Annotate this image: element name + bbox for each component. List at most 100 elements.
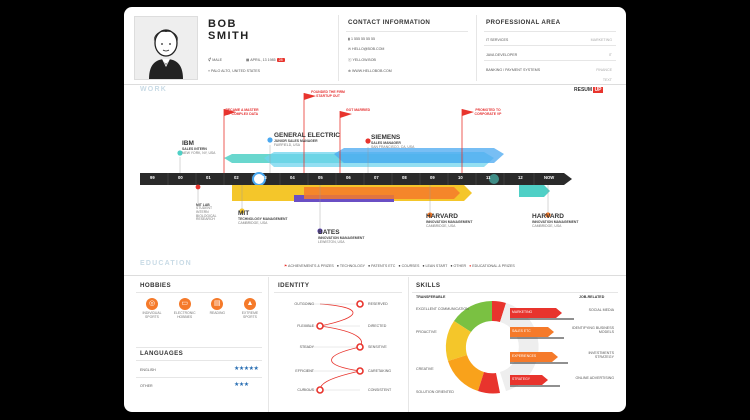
pro-item: BANKING / PAYMENT SYSTEMS FINANCE bbox=[486, 68, 612, 72]
job-skill: SOCIAL MEDIA bbox=[588, 308, 614, 312]
book-icon: ▤ bbox=[211, 298, 224, 310]
transferable-skill: EXCELLENT COMMUNICATION bbox=[416, 307, 469, 311]
year-label: 09 bbox=[430, 175, 435, 180]
language-name: OTHER bbox=[140, 384, 153, 388]
professional-title: PROFESSIONAL AREA bbox=[486, 19, 561, 26]
year-label: 03 bbox=[262, 175, 267, 180]
job-mit-lab: MIT LAB STUDENT INTERN BIOLOGICAL RESEAR… bbox=[196, 203, 217, 222]
trait-right: RESERVED bbox=[368, 302, 388, 306]
pro-item: TEXT bbox=[602, 78, 612, 82]
work-title: WORK bbox=[140, 86, 167, 93]
contact-title: CONTACT INFORMATION bbox=[348, 19, 431, 26]
location: PALO ALTO, UNITED STATES bbox=[211, 69, 261, 73]
edu-legend: ⚑ ACHIEVEMENTS & PRIZES ● TECHNOLOGY ● P… bbox=[284, 264, 515, 268]
hobbies-title: HOBBIES bbox=[140, 282, 171, 289]
language-stars: ★★★★★ bbox=[234, 366, 259, 372]
pro-item: IT SERVICES MARKETING bbox=[486, 38, 612, 42]
trait-left: OUTGOING bbox=[294, 302, 314, 306]
job-harvard-2: HARVARD INNOVATION MANAGEMENT CAMBRIDGE,… bbox=[532, 213, 579, 228]
pro-item: JAVA DEVELOPER IT bbox=[486, 53, 612, 57]
year-label: 10 bbox=[458, 175, 463, 180]
hobby-item: ▲ EXTREME SPORTS bbox=[241, 298, 259, 319]
transferable-title: TRANSFERABLE bbox=[416, 295, 446, 299]
language-stars: ★★★ bbox=[234, 382, 249, 388]
year-label: 99 bbox=[150, 175, 155, 180]
website[interactable]: WWW.HELLOBOB.COM bbox=[352, 69, 392, 73]
skill-bar-label: EXPERIENCES bbox=[512, 354, 537, 358]
hobbies-list: ◎ INDIVIDUAL SPORTS ▭ ELECTRONIC HOBBIES… bbox=[138, 298, 264, 320]
birthday: APRIL, 13 1985 bbox=[250, 58, 276, 62]
laptop-icon: ▭ bbox=[178, 298, 191, 310]
location-icon: ⌖ bbox=[208, 69, 211, 73]
year-label: 08 bbox=[402, 175, 407, 180]
job-skill: ONLINE ADVERTISING bbox=[575, 376, 614, 380]
gender: MALE bbox=[212, 58, 223, 62]
job-harvard-1: HARVARD INNOVATION MANAGEMENT CAMBRIDGE,… bbox=[426, 213, 473, 228]
year-label: 05 bbox=[318, 175, 323, 180]
trait-right: CARETAKING bbox=[368, 369, 392, 373]
trait-right: CONSISTENT bbox=[368, 388, 392, 392]
job-skill: IDENTIFYING BUSINESS MODELS bbox=[572, 326, 614, 335]
skills-title: SKILLS bbox=[416, 282, 441, 289]
skype-icon: ⓢ bbox=[348, 58, 352, 62]
year-label: 07 bbox=[374, 175, 379, 180]
education-title: EDUCATION bbox=[140, 260, 192, 267]
transferable-skill: PROACTIVE bbox=[416, 330, 437, 334]
transferable-skill: CREATIVE bbox=[416, 367, 434, 371]
hobby-item: ▭ ELECTRONIC HOBBIES bbox=[173, 298, 196, 319]
trait-left: EFFICIENT bbox=[295, 369, 314, 373]
flag-married: GOT MARRIED bbox=[345, 108, 371, 112]
skill-bar-label: MARKETING bbox=[512, 310, 533, 314]
job-ibm: IBM SALES INTERN NEW YORK, NY, USA bbox=[182, 140, 216, 155]
email[interactable]: HELLO@BOB.COM bbox=[352, 47, 385, 51]
flag-founded: FOUNDED THE FIRM STARTUP OUT bbox=[311, 90, 345, 98]
year-label: NOW bbox=[544, 175, 555, 180]
year-axis: 99 00 01 02 03 04 05 06 07 08 09 10 11 1… bbox=[140, 175, 570, 183]
hobby-item: ◎ INDIVIDUAL SPORTS bbox=[142, 298, 162, 319]
job-mit: MIT TECHNOLOGY MANAGEMENT CAMBRIDGE, USA bbox=[238, 210, 288, 225]
job-bates: BATES INNOVATION MANAGEMENT LEWISTON, US… bbox=[318, 229, 365, 244]
hobby-item: ▤ READING bbox=[209, 298, 226, 315]
phone-icon: ▮ bbox=[348, 37, 350, 41]
year-label: 00 bbox=[178, 175, 183, 180]
trait-right: SENSITIVE bbox=[368, 345, 387, 349]
trait-left: FLEXIBLE bbox=[297, 324, 314, 328]
email-icon: ✉ bbox=[348, 47, 352, 51]
identity-graphic bbox=[302, 300, 364, 394]
last-name: SMITH bbox=[208, 30, 250, 42]
job-ge: GENERAL ELECTRIC JUNIOR SALES MANAGER FA… bbox=[274, 132, 340, 147]
trait-left: STEADY bbox=[299, 345, 314, 349]
job-related-title: JOB-RELATED bbox=[579, 295, 605, 299]
flag-icon: ⚑ bbox=[284, 264, 288, 268]
identity-title: IDENTITY bbox=[278, 282, 310, 289]
calendar-icon: ▦ bbox=[246, 58, 250, 62]
gender-icon: ⚥ bbox=[208, 58, 212, 62]
year-label: 06 bbox=[346, 175, 351, 180]
flag-promoted: PROMOTED TO CORPORATE VP bbox=[474, 108, 502, 116]
first-name: BOB bbox=[208, 18, 237, 30]
rocket-icon: ▲ bbox=[243, 298, 256, 310]
trait-left: CURIOUS bbox=[297, 388, 314, 392]
flag-master: BECAME A MASTER OF COMPLEX DATA bbox=[225, 108, 259, 116]
brand-logo: RESUM UP bbox=[574, 87, 604, 93]
tennis-icon: ◎ bbox=[146, 298, 158, 310]
year-label: 01 bbox=[206, 175, 211, 180]
year-label: 11 bbox=[486, 175, 491, 180]
resume-card: BOB SMITH ⚥ MALE ▦ APRIL, 13 1985 28 ⌖ P… bbox=[124, 7, 626, 412]
globe-icon: ⊕ bbox=[348, 69, 352, 73]
year-label: 04 bbox=[290, 175, 295, 180]
skype: YELLOW.BOB bbox=[352, 58, 376, 62]
skill-bar-label: STRATEGY bbox=[512, 377, 531, 381]
skills-donut bbox=[445, 300, 574, 394]
work-timeline-graphic bbox=[140, 93, 572, 234]
year-label: 12 bbox=[518, 175, 523, 180]
person-icon bbox=[149, 29, 183, 79]
trait-right: DIRECTED bbox=[368, 324, 387, 328]
languages-title: LANGUAGES bbox=[140, 350, 184, 357]
phone: 1 555 55 55 55 bbox=[350, 37, 375, 41]
language-name: ENGLISH bbox=[140, 368, 156, 372]
job-siemens: SIEMENS SALES MANAGER SAN FRANCISCO, CA,… bbox=[371, 134, 415, 149]
age-badge: 28 bbox=[276, 58, 285, 62]
transferable-skill: SOLUTION ORIENTED bbox=[416, 390, 454, 394]
year-label: 02 bbox=[234, 175, 239, 180]
